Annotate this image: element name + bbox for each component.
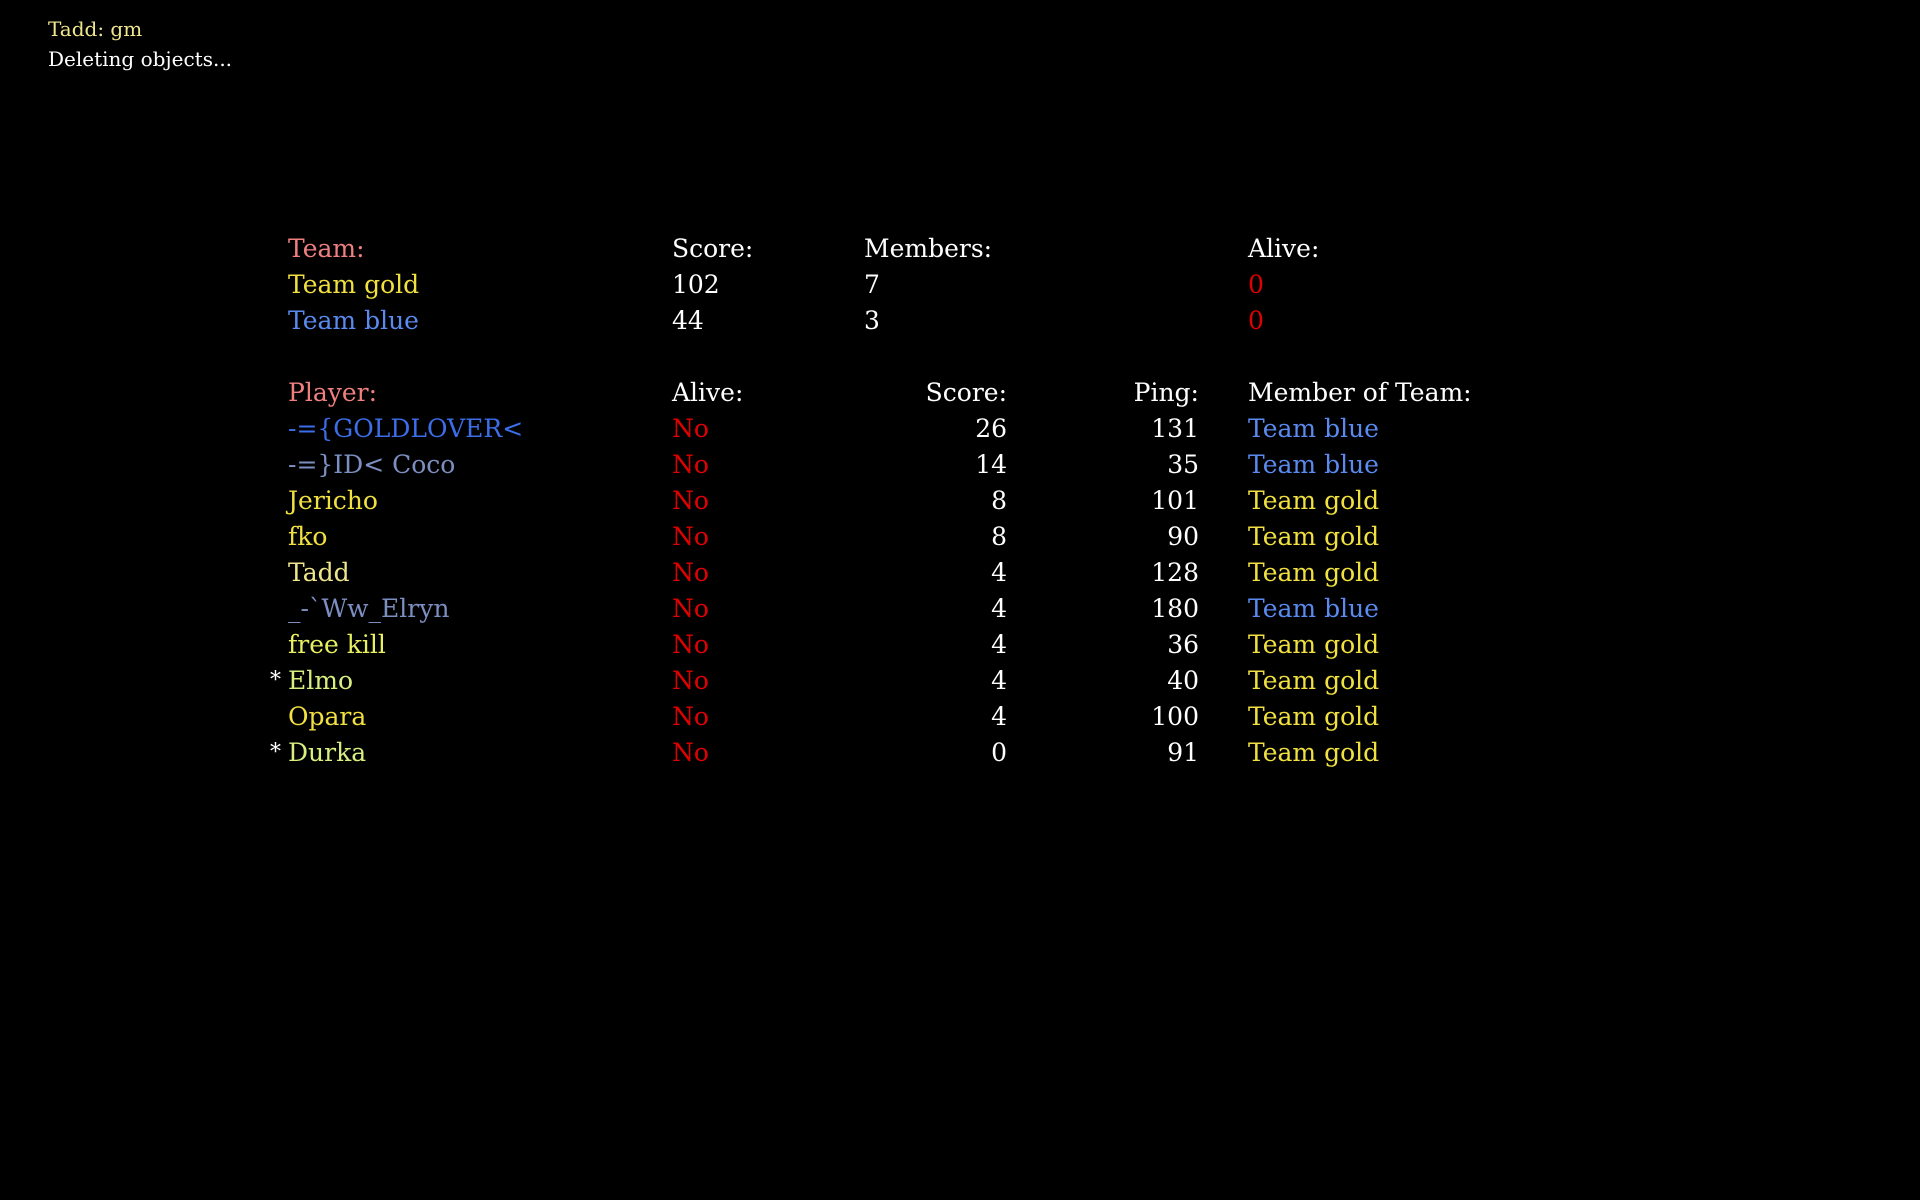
player-name: _-`Ww_Elryn	[288, 594, 450, 623]
player-score: 4	[991, 594, 1007, 623]
player-ping: 35	[1167, 450, 1199, 479]
player-alive: No	[672, 486, 709, 515]
player-name: free kill	[288, 630, 386, 659]
player-ping-header: Ping:	[1133, 378, 1199, 407]
player-ping: 101	[1151, 486, 1199, 515]
player-team: Team blue	[1248, 414, 1379, 443]
player-table-header: Player: Alive: Score: Ping: Member of Te…	[0, 375, 1920, 411]
player-row: free kill No 4 36 Team gold	[0, 627, 1920, 663]
player-row: -={GOLDLOVER< No 26 131 Team blue	[0, 411, 1920, 447]
player-alive: No	[672, 558, 709, 587]
player-row: _-`Ww_Elryn No 4 180 Team blue	[0, 591, 1920, 627]
team-alive: 0	[1248, 306, 1264, 335]
player-score: 26	[975, 414, 1007, 443]
player-score: 8	[991, 486, 1007, 515]
player-name: Tadd	[288, 558, 350, 587]
player-name: Durka	[288, 738, 367, 767]
player-ping: 91	[1167, 738, 1199, 767]
player-marker: *	[270, 668, 281, 693]
chat-log: Tadd: gm Deleting objects...	[48, 14, 232, 74]
player-name: Elmo	[288, 666, 354, 695]
team-score: 44	[672, 306, 704, 335]
system-message: Deleting objects...	[48, 47, 233, 71]
team-name: Team blue	[288, 306, 419, 335]
chat-message: Tadd: gm	[48, 17, 143, 41]
player-header: Player:	[288, 378, 378, 407]
team-alive: 0	[1248, 270, 1264, 299]
player-alive: No	[672, 522, 709, 551]
player-ping: 90	[1167, 522, 1199, 551]
team-row: Team gold 102 7 0	[0, 267, 1920, 303]
player-alive: No	[672, 414, 709, 443]
player-name: -={GOLDLOVER<	[288, 414, 524, 443]
player-marker: *	[270, 740, 281, 765]
player-team: Team blue	[1248, 450, 1379, 479]
player-ping: 131	[1151, 414, 1199, 443]
player-row: Jericho No 8 101 Team gold	[0, 483, 1920, 519]
player-ping: 180	[1151, 594, 1199, 623]
player-alive: No	[672, 738, 709, 767]
player-name: Opara	[288, 702, 367, 731]
team-score: 102	[672, 270, 720, 299]
player-alive: No	[672, 594, 709, 623]
player-team: Team gold	[1248, 666, 1380, 695]
team-header: Team:	[288, 234, 365, 263]
player-score: 4	[991, 558, 1007, 587]
player-team: Team gold	[1248, 486, 1380, 515]
player-name: Jericho	[288, 486, 378, 515]
player-score: 8	[991, 522, 1007, 551]
player-team: Team gold	[1248, 738, 1380, 767]
team-members-header: Members:	[864, 234, 993, 263]
player-team: Team gold	[1248, 630, 1380, 659]
team-members: 7	[864, 270, 880, 299]
player-ping: 40	[1167, 666, 1199, 695]
player-ping: 36	[1167, 630, 1199, 659]
player-name: fko	[288, 522, 328, 551]
player-ping: 100	[1151, 702, 1199, 731]
player-score: 0	[991, 738, 1007, 767]
player-alive: No	[672, 666, 709, 695]
team-score-header: Score:	[672, 234, 754, 263]
player-alive-header: Alive:	[672, 378, 744, 407]
player-team: Team gold	[1248, 522, 1380, 551]
player-row: fko No 8 90 Team gold	[0, 519, 1920, 555]
player-ping: 128	[1151, 558, 1199, 587]
player-row: * Durka No 0 91 Team gold	[0, 735, 1920, 771]
team-alive-header: Alive:	[1248, 234, 1320, 263]
player-row: Opara No 4 100 Team gold	[0, 699, 1920, 735]
player-team-header: Member of Team:	[1248, 378, 1472, 407]
player-team: Team gold	[1248, 702, 1380, 731]
team-name: Team gold	[288, 270, 420, 299]
team-members: 3	[864, 306, 880, 335]
player-row: -=}ID< Coco No 14 35 Team blue	[0, 447, 1920, 483]
player-team: Team blue	[1248, 594, 1379, 623]
team-table-header: Team: Score: Members: Alive:	[0, 231, 1920, 267]
player-alive: No	[672, 630, 709, 659]
player-score: 4	[991, 630, 1007, 659]
player-score: 4	[991, 702, 1007, 731]
player-row: Tadd No 4 128 Team gold	[0, 555, 1920, 591]
player-score: 14	[975, 450, 1007, 479]
player-team: Team gold	[1248, 558, 1380, 587]
player-alive: No	[672, 702, 709, 731]
player-alive: No	[672, 450, 709, 479]
team-row: Team blue 44 3 0	[0, 303, 1920, 339]
player-name: -=}ID< Coco	[288, 450, 456, 479]
player-score: 4	[991, 666, 1007, 695]
player-score-header: Score:	[925, 378, 1007, 407]
player-row: * Elmo No 4 40 Team gold	[0, 663, 1920, 699]
